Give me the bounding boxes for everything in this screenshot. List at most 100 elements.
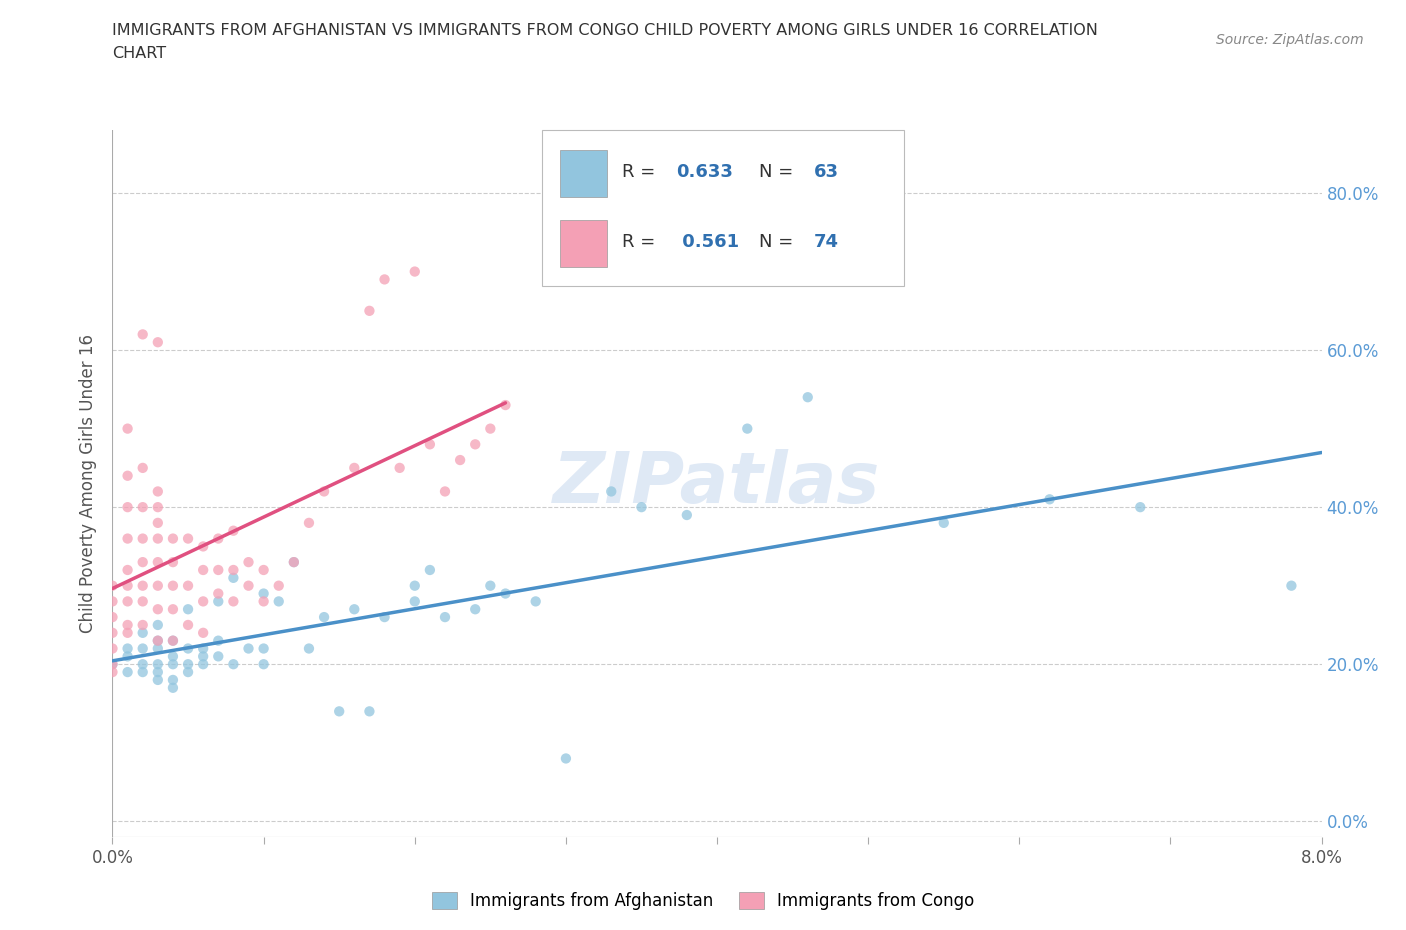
Text: ZIPatlas: ZIPatlas (554, 449, 880, 518)
Point (328, 704, 350, 719)
Point (177, 578, 200, 593)
Point (191, 563, 215, 578)
Point (267, 578, 290, 593)
Point (404, 594, 426, 609)
Point (177, 657, 200, 671)
Point (298, 515, 321, 530)
Point (207, 594, 229, 609)
Point (479, 421, 502, 436)
Point (146, 554, 169, 569)
Text: CHART: CHART (112, 46, 166, 61)
Point (162, 681, 184, 696)
Point (419, 437, 441, 452)
Point (222, 594, 245, 609)
Point (132, 594, 155, 609)
Point (191, 539, 215, 554)
Point (146, 665, 169, 680)
Point (373, 610, 396, 625)
Point (132, 554, 155, 569)
Point (191, 641, 215, 656)
Point (207, 586, 229, 601)
Point (253, 657, 276, 671)
Point (312, 610, 335, 625)
Point (146, 484, 169, 498)
Point (222, 563, 245, 578)
Point (132, 657, 155, 671)
Point (117, 641, 139, 656)
Point (146, 672, 169, 687)
Point (433, 484, 456, 498)
Point (117, 499, 139, 514)
Point (132, 641, 155, 656)
Point (146, 618, 169, 632)
Point (117, 421, 139, 436)
Point (449, 453, 471, 468)
Point (238, 554, 260, 569)
Point (238, 578, 260, 593)
Point (283, 554, 305, 569)
Point (132, 625, 155, 640)
Point (146, 602, 169, 617)
Point (404, 578, 426, 593)
Point (388, 460, 411, 475)
Point (101, 657, 124, 671)
Point (495, 586, 517, 601)
Point (554, 751, 576, 766)
Point (132, 460, 155, 475)
Point (177, 531, 200, 546)
Point (146, 633, 169, 648)
Point (132, 499, 155, 514)
Point (132, 531, 155, 546)
Point (162, 531, 184, 546)
Point (117, 618, 139, 632)
Point (464, 437, 486, 452)
Point (433, 610, 456, 625)
Point (1038, 492, 1062, 507)
Point (162, 633, 184, 648)
Point (373, 272, 396, 286)
Point (932, 515, 955, 530)
Point (207, 633, 229, 648)
Point (177, 602, 200, 617)
Point (343, 460, 366, 475)
Point (207, 649, 229, 664)
Point (298, 641, 321, 656)
Point (101, 594, 124, 609)
Point (162, 578, 184, 593)
Point (162, 657, 184, 671)
Point (600, 484, 623, 498)
Point (191, 657, 215, 671)
Point (479, 578, 502, 593)
Point (222, 570, 245, 585)
Point (146, 531, 169, 546)
Point (177, 618, 200, 632)
Point (146, 499, 169, 514)
Point (404, 264, 426, 279)
Point (101, 641, 124, 656)
Y-axis label: Child Poverty Among Girls Under 16: Child Poverty Among Girls Under 16 (79, 334, 97, 633)
Point (207, 563, 229, 578)
Point (796, 390, 818, 405)
Point (737, 421, 759, 436)
Point (162, 649, 184, 664)
Point (117, 469, 139, 484)
Point (312, 484, 335, 498)
Point (101, 625, 124, 640)
Point (675, 508, 697, 523)
Point (524, 594, 547, 609)
Point (177, 665, 200, 680)
Point (253, 641, 276, 656)
Point (117, 594, 139, 609)
Point (132, 327, 155, 342)
Point (191, 625, 215, 640)
Point (253, 594, 276, 609)
Point (253, 586, 276, 601)
Point (117, 649, 139, 664)
Point (191, 649, 215, 664)
Point (101, 578, 124, 593)
Legend: Immigrants from Afghanistan, Immigrants from Congo: Immigrants from Afghanistan, Immigrants … (425, 885, 981, 917)
Point (132, 618, 155, 632)
Point (359, 303, 381, 318)
Point (1129, 499, 1152, 514)
Point (117, 665, 139, 680)
